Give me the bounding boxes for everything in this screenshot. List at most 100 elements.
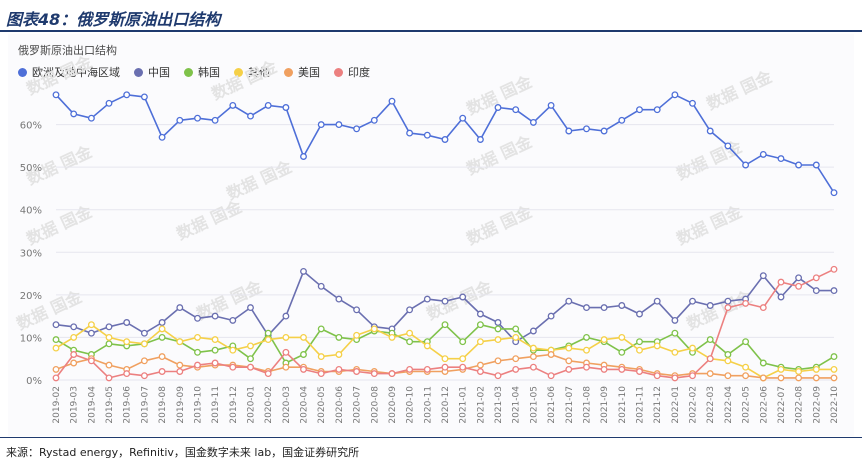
data-point — [247, 363, 254, 371]
x-tick-label: 2020-04 — [300, 386, 310, 424]
x-tick-label: 2020-06 — [335, 386, 345, 424]
data-point — [317, 121, 325, 129]
data-point — [476, 338, 484, 346]
x-tick-label: 2020-05 — [317, 386, 327, 424]
legend-item[interactable]: 印度 — [334, 64, 370, 80]
y-tick-label: 10% — [20, 333, 42, 344]
data-point — [494, 336, 502, 344]
data-point — [759, 374, 767, 382]
data-point — [724, 304, 732, 312]
x-tick-label: 2019-08 — [158, 386, 168, 424]
legend-marker — [234, 67, 243, 77]
data-point — [87, 329, 95, 337]
data-point — [140, 340, 148, 348]
data-point — [476, 310, 484, 318]
legend-item[interactable]: 其他 — [234, 64, 270, 80]
x-tick-label: 2020-12 — [441, 386, 451, 424]
data-point — [229, 316, 237, 324]
data-point — [406, 129, 414, 137]
data-point — [618, 348, 626, 356]
watermark-text: 数据 国金 — [224, 157, 296, 204]
data-point — [636, 310, 643, 318]
data-point — [671, 91, 679, 99]
data-point — [105, 323, 113, 331]
data-point — [759, 150, 767, 158]
data-point — [689, 372, 696, 380]
legend-label: 欧洲及地中海区域 — [32, 66, 120, 79]
legend-item[interactable]: 美国 — [284, 64, 320, 80]
data-point — [636, 368, 643, 375]
data-point — [441, 136, 449, 143]
data-point — [671, 348, 679, 356]
legend-label: 韩国 — [198, 66, 220, 79]
y-tick-label: 30% — [20, 248, 42, 259]
legend-label: 中国 — [148, 66, 170, 79]
data-point — [830, 374, 838, 382]
data-point — [211, 312, 219, 320]
data-point — [264, 336, 272, 344]
y-tick-label: 40% — [20, 206, 42, 217]
data-point — [476, 361, 484, 369]
data-point — [476, 136, 484, 143]
data-point — [529, 327, 537, 335]
data-point — [830, 287, 838, 295]
x-tick-label: 2021-03 — [494, 386, 504, 424]
data-point — [459, 293, 467, 301]
x-tick-label: 2022-10 — [830, 386, 840, 424]
data-point — [812, 161, 820, 169]
data-point — [583, 333, 590, 341]
data-point — [300, 365, 307, 373]
y-tick-label: 60% — [20, 121, 42, 132]
data-point — [194, 333, 201, 341]
title-rule — [0, 30, 862, 32]
legend-item[interactable]: 欧洲及地中海区域 — [18, 64, 120, 80]
legend-item[interactable]: 中国 — [134, 64, 170, 80]
x-tick-label: 2020-11 — [423, 386, 433, 424]
data-point — [194, 348, 201, 356]
data-point — [759, 272, 767, 280]
data-point — [211, 346, 219, 354]
data-point — [494, 372, 502, 380]
data-point — [547, 351, 555, 358]
legend-item[interactable]: 韩国 — [184, 64, 220, 80]
data-point — [87, 357, 95, 365]
watermark-text: 数据 国金 — [464, 132, 536, 179]
watermark-text: 数据 国金 — [674, 137, 746, 184]
data-point — [406, 306, 414, 314]
data-point — [653, 342, 661, 350]
data-point — [105, 333, 113, 341]
data-point — [194, 114, 201, 122]
data-point — [335, 351, 343, 358]
data-point — [830, 365, 838, 373]
watermark-text: 数据 国金 — [704, 67, 776, 114]
data-point — [70, 359, 78, 367]
data-point — [547, 372, 555, 380]
data-point — [547, 101, 555, 109]
data-point — [671, 329, 679, 337]
data-point — [123, 370, 131, 378]
data-point — [388, 370, 396, 378]
data-point — [211, 359, 219, 367]
data-point — [618, 365, 626, 373]
x-tick-label: 2022-05 — [742, 386, 752, 424]
data-point — [70, 323, 78, 331]
figure-title: 图表48：俄罗斯原油出口结构 — [6, 10, 221, 29]
data-point — [830, 189, 838, 197]
x-tick-label: 2020-07 — [353, 386, 363, 424]
watermark-text: 数据 国金 — [674, 202, 746, 249]
data-point — [706, 127, 714, 135]
legend-marker — [334, 67, 343, 77]
data-point — [176, 361, 184, 369]
data-point — [70, 110, 78, 118]
data-point — [140, 329, 148, 337]
data-point — [105, 99, 113, 107]
data-point — [176, 338, 184, 346]
data-point — [795, 282, 803, 290]
data-point — [176, 368, 184, 375]
data-point — [158, 319, 166, 326]
data-point — [282, 104, 290, 111]
data-point — [742, 161, 750, 169]
data-point — [247, 355, 254, 363]
data-point — [529, 118, 537, 126]
data-point — [211, 116, 219, 124]
